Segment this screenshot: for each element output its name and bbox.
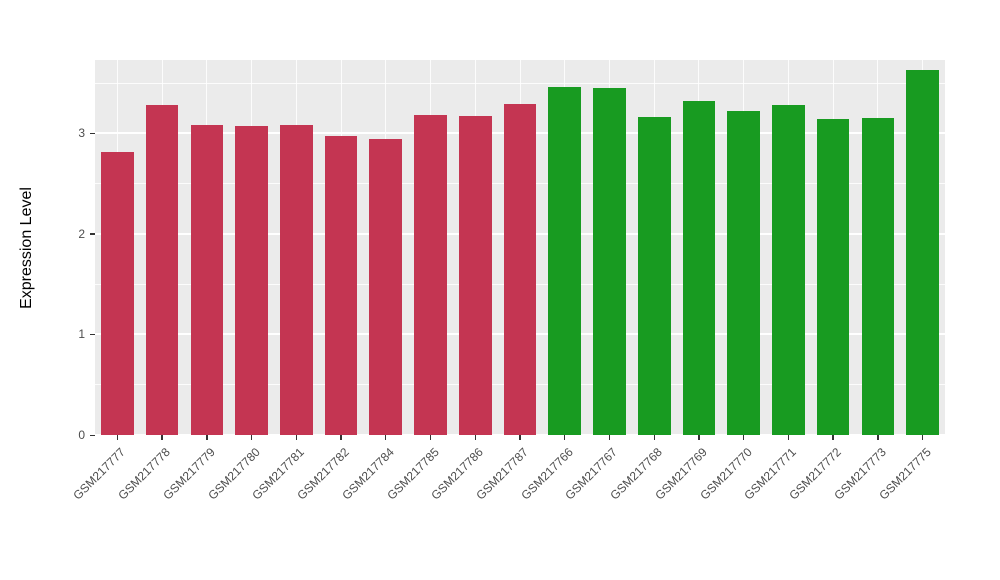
y-axis-tick xyxy=(90,132,95,135)
x-axis-tick xyxy=(698,435,700,440)
bar-GSM217769 xyxy=(682,101,716,435)
bar-GSM217768 xyxy=(637,117,671,435)
bar-GSM217778 xyxy=(145,105,179,435)
bar-GSM217777 xyxy=(101,152,134,435)
x-axis-tick xyxy=(250,435,253,440)
x-axis-tick xyxy=(340,435,342,440)
x-axis-tick xyxy=(742,435,745,440)
plot-panel xyxy=(95,60,945,435)
bar-GSM217767 xyxy=(593,88,626,435)
bar-GSM217782 xyxy=(324,136,358,435)
x-axis-tick xyxy=(116,435,119,440)
y-tick-label: 1 xyxy=(78,327,85,342)
x-axis-tick xyxy=(832,435,834,440)
bar-GSM217773 xyxy=(861,118,895,435)
bar-GSM217770 xyxy=(727,111,760,435)
bar-GSM217771 xyxy=(772,105,805,435)
x-axis-tick xyxy=(564,435,566,440)
bar-GSM217781 xyxy=(279,125,313,435)
bar-GSM217786 xyxy=(458,116,492,435)
y-tick-label: 3 xyxy=(78,126,85,141)
x-axis-tick xyxy=(921,435,924,440)
x-axis-tick xyxy=(474,435,476,440)
x-axis-tick xyxy=(608,435,611,440)
y-axis-tick xyxy=(90,333,95,336)
y-axis-title: Expression Level xyxy=(18,187,35,309)
bar-GSM217784 xyxy=(369,139,403,435)
bar-GSM217785 xyxy=(414,115,447,435)
y-axis-tick xyxy=(90,434,95,436)
x-axis-tick xyxy=(519,435,521,440)
bar-GSM217787 xyxy=(503,104,537,435)
bar-GSM217772 xyxy=(816,119,850,435)
y-axis-tick xyxy=(90,233,95,235)
x-axis-tick xyxy=(385,435,387,440)
bar-GSM217766 xyxy=(548,87,582,435)
y-tick-label: 0 xyxy=(78,428,85,442)
x-axis-tick xyxy=(787,435,790,440)
x-axis-tick xyxy=(653,435,655,440)
y-tick-label: 2 xyxy=(78,226,85,241)
x-axis-tick xyxy=(877,435,879,440)
bar-GSM217775 xyxy=(906,70,939,435)
bar-GSM217780 xyxy=(235,126,268,435)
x-axis-tick xyxy=(161,435,163,440)
bar-GSM217779 xyxy=(190,125,224,435)
x-axis-tick xyxy=(295,435,297,440)
x-axis-tick xyxy=(206,435,208,440)
x-axis-tick xyxy=(429,435,432,440)
